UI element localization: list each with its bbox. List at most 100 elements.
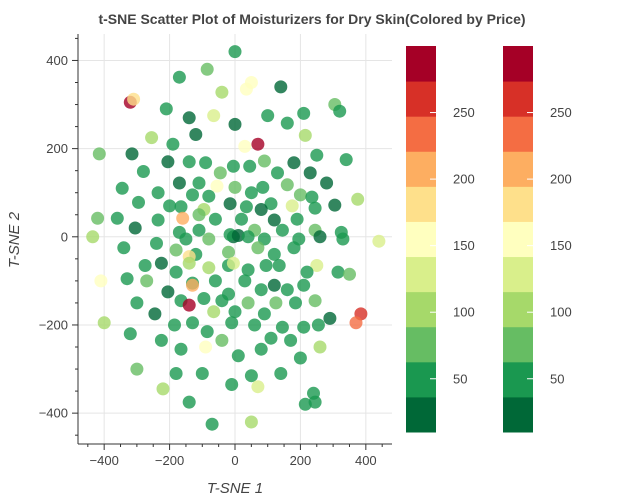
- axes: −400 −200 0 200 400 −400 −200 0 200 400: [39, 34, 392, 468]
- x-tick-label-4: 400: [355, 453, 377, 468]
- scatter-point-38: [303, 166, 317, 180]
- scatter-point-14: [182, 111, 196, 125]
- colorbar-segment-9: [406, 81, 436, 117]
- scatter-point-67: [151, 213, 165, 227]
- scatter-point-150: [275, 320, 289, 334]
- scatter-point-62: [254, 203, 268, 216]
- scatter-point-133: [241, 296, 255, 310]
- scatter-point-109: [310, 259, 324, 272]
- scatter-point-66: [110, 211, 124, 225]
- scatter-point-53: [351, 192, 365, 206]
- scatter-point-108: [272, 259, 286, 272]
- y-axis-label: T-SNE 2: [6, 211, 23, 268]
- scatter-point-72: [235, 212, 248, 226]
- scatter-point-129: [130, 296, 144, 310]
- scatter-point-82: [231, 229, 245, 242]
- scatter-point-97: [267, 247, 281, 261]
- scatter-point-159: [174, 342, 188, 356]
- scatter-point-147: [186, 316, 199, 330]
- scatter-point-170: [156, 382, 170, 396]
- scatter-point-174: [182, 395, 196, 409]
- scatter-point-70: [290, 212, 304, 226]
- scatter-point-65: [91, 211, 105, 225]
- scatter-point-49: [202, 189, 216, 203]
- colorbar-segment-6: [406, 186, 436, 222]
- scatter-point-27: [339, 153, 353, 167]
- scatter-point-73: [192, 208, 206, 222]
- scatter-point-11: [159, 102, 173, 116]
- scatter-point-20: [298, 128, 312, 142]
- scatter-point-84: [86, 230, 100, 244]
- scatter-point-158: [284, 333, 298, 347]
- scatter-point-88: [241, 230, 255, 244]
- scatter-point-116: [140, 274, 154, 288]
- x-tick-label-3: 200: [290, 453, 312, 468]
- scatter-point-42: [228, 180, 242, 194]
- scatter-point-50: [244, 186, 258, 200]
- colorbar-2: 50 100 150 200 250: [503, 46, 572, 433]
- scatter-point-12: [297, 106, 311, 120]
- colorbar-tick-label-2: 150: [453, 238, 475, 253]
- scatter-point-164: [293, 351, 307, 365]
- colorbar-segment-4: [503, 256, 533, 293]
- scatter-point-78: [275, 223, 289, 237]
- colorbar-segment-8: [406, 116, 436, 152]
- colorbar-tick-label-4: 250: [550, 105, 572, 120]
- scatter-point-30: [199, 156, 213, 170]
- scatter-point-96: [251, 241, 265, 255]
- scatter-point-31: [257, 154, 271, 168]
- scatter-point-69: [267, 213, 281, 227]
- scatter-point-47: [151, 186, 165, 200]
- scatter-point-59: [163, 199, 177, 213]
- scatter-point-92: [336, 232, 350, 246]
- scatter-point-10: [333, 104, 347, 118]
- colorbar-tick-label-4: 250: [453, 105, 475, 120]
- colorbar-segment-7: [503, 151, 533, 187]
- scatter-point-107: [259, 259, 273, 272]
- scatter-point-43: [256, 180, 270, 194]
- colorbar-segment-10: [503, 46, 533, 82]
- scatter-point-51: [293, 188, 307, 202]
- scatter-point-35: [243, 159, 257, 173]
- colorbar-segment-9: [503, 81, 533, 117]
- scatter-point-23: [166, 137, 180, 151]
- scatter-point-55: [264, 197, 278, 211]
- scatter-points: [86, 45, 386, 431]
- scatter-point-153: [123, 327, 137, 341]
- colorbar-segment-6: [503, 186, 533, 222]
- scatter-point-45: [320, 176, 334, 190]
- scatter-point-5: [274, 80, 288, 94]
- scatter-point-64: [308, 201, 322, 215]
- scatter-point-93: [372, 234, 386, 248]
- scatter-point-141: [257, 307, 271, 321]
- scatter-point-177: [244, 415, 258, 429]
- y-tick-label-1: −200: [39, 317, 68, 332]
- y-tick-label-4: 400: [46, 53, 68, 68]
- scatter-point-15: [207, 109, 221, 123]
- scatter-point-160: [199, 340, 213, 354]
- x-axis-label: T-SNE 1: [207, 480, 263, 497]
- scatter-point-28: [161, 155, 175, 169]
- chart-title: t-SNE Scatter Plot of Moisturizers for D…: [98, 11, 525, 27]
- scatter-point-40: [192, 176, 206, 190]
- scatter-point-151: [297, 320, 311, 334]
- scatter-point-135: [289, 296, 302, 310]
- scatter-point-63: [174, 200, 188, 214]
- scatter-point-156: [215, 333, 229, 347]
- grid-lines: [78, 34, 392, 444]
- scatter-point-19: [145, 131, 159, 145]
- colorbar-segment-1: [503, 361, 533, 398]
- scatter-point-26: [310, 148, 324, 162]
- scatter-point-113: [300, 265, 314, 279]
- scatter-point-95: [169, 243, 183, 257]
- scatter-point-17: [280, 116, 294, 130]
- scatter-point-48: [186, 188, 199, 202]
- scatter-point-74: [128, 221, 142, 235]
- scatter-point-104: [182, 256, 196, 270]
- scatter-point-114: [120, 272, 134, 286]
- scatter-point-4: [239, 82, 253, 96]
- scatter-point-175: [298, 397, 312, 411]
- scatter-point-110: [202, 261, 216, 275]
- scatter-point-54: [223, 197, 237, 211]
- scatter-point-127: [297, 278, 311, 292]
